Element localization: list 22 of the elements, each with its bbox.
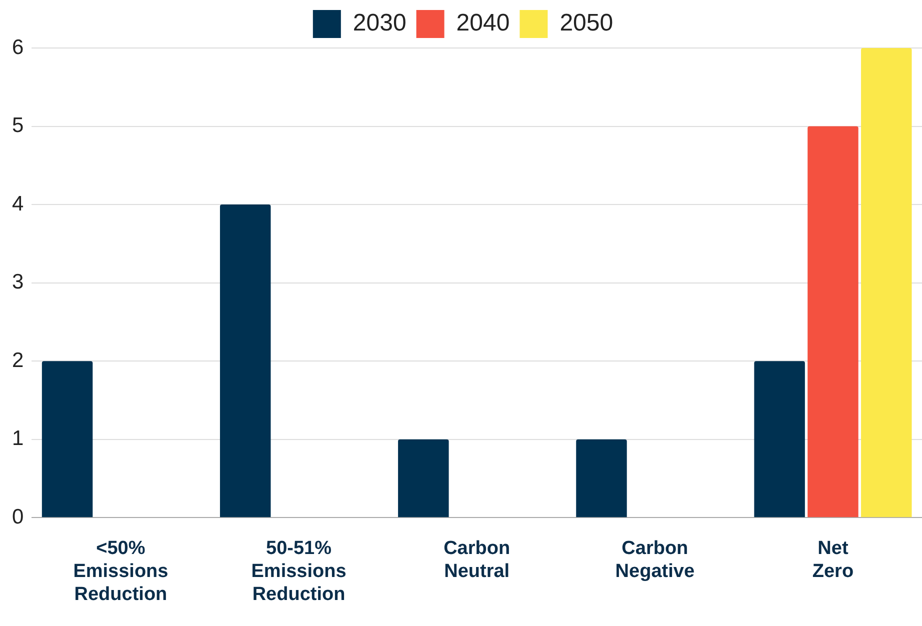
legend-label: 2040 (456, 10, 510, 37)
bar (861, 48, 912, 518)
y-tick-label: 1 (12, 427, 24, 450)
y-tick-label: 6 (12, 36, 24, 59)
x-tick-label: Carbon Neutral (444, 538, 510, 582)
legend-label: 2050 (560, 10, 614, 37)
bar (42, 361, 93, 518)
bar (808, 126, 858, 518)
bar (398, 439, 449, 518)
y-tick-label: 4 (12, 192, 24, 216)
y-tick-label: 2 (12, 348, 24, 372)
bar (576, 439, 627, 518)
y-tick-label: 3 (12, 270, 24, 294)
x-tick-label: Net Zero (812, 538, 854, 582)
x-tick-label: Carbon Negative (615, 538, 695, 582)
legend-label: 2030 (352, 10, 406, 37)
bar (220, 204, 271, 518)
y-tick-label: 0 (12, 505, 24, 528)
x-tick-label: <50% Emissions Reduction (73, 538, 168, 605)
x-tick-label: 50-51% Emissions Reduction (251, 538, 346, 605)
bar (754, 361, 805, 518)
y-tick-label: 5 (12, 114, 24, 138)
